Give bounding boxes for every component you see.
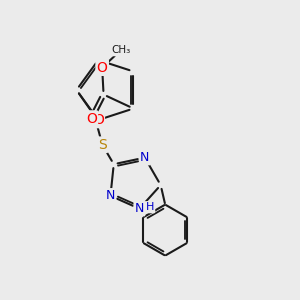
Text: N: N [106, 189, 115, 202]
Text: O: O [97, 61, 108, 75]
Text: S: S [98, 138, 107, 152]
Text: O: O [93, 113, 104, 127]
Text: N: N [135, 202, 144, 215]
Text: O: O [86, 112, 97, 126]
Text: CH₃: CH₃ [111, 45, 130, 55]
Text: N: N [140, 151, 149, 164]
Text: H: H [146, 202, 154, 212]
